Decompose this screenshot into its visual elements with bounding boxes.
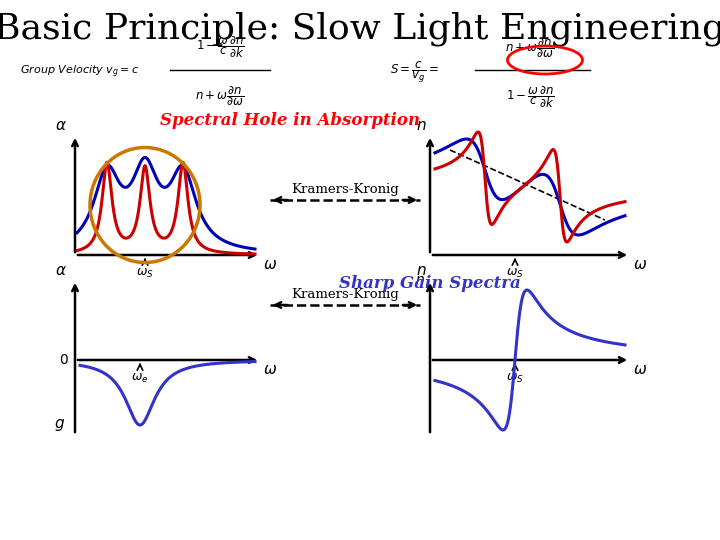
Text: $1-\dfrac{\omega}{c}\dfrac{\partial n}{\partial k}$: $1-\dfrac{\omega}{c}\dfrac{\partial n}{\… bbox=[505, 84, 554, 110]
Text: $n$: $n$ bbox=[416, 118, 427, 133]
Text: $\omega$: $\omega$ bbox=[263, 362, 277, 377]
Text: $\omega$: $\omega$ bbox=[633, 362, 647, 377]
Text: Sharp Gain Spectra: Sharp Gain Spectra bbox=[339, 275, 521, 292]
Text: Basic Principle: Slow Light Engineering: Basic Principle: Slow Light Engineering bbox=[0, 12, 720, 46]
Text: $0$: $0$ bbox=[59, 353, 69, 367]
Text: $n$: $n$ bbox=[415, 273, 425, 287]
Text: $\omega_S$: $\omega_S$ bbox=[136, 267, 154, 280]
Text: $S = \dfrac{c}{v_g} = $: $S = \dfrac{c}{v_g} = $ bbox=[390, 59, 438, 85]
Text: Kramers-Kronig: Kramers-Kronig bbox=[291, 288, 399, 301]
Text: Kramers-Kronig: Kramers-Kronig bbox=[291, 183, 399, 196]
Text: $g$: $g$ bbox=[54, 417, 65, 433]
Text: $\alpha$: $\alpha$ bbox=[55, 118, 67, 133]
Text: $\omega_S$: $\omega_S$ bbox=[506, 267, 524, 280]
Text: $\mathit{Group\ Velocity}\ v_g = c$: $\mathit{Group\ Velocity}\ v_g = c$ bbox=[20, 64, 139, 80]
Text: $\omega_S$: $\omega_S$ bbox=[506, 372, 524, 385]
Text: $\alpha$: $\alpha$ bbox=[55, 263, 67, 278]
Text: $n+\omega\dfrac{\partial n}{\partial \omega}$: $n+\omega\dfrac{\partial n}{\partial \om… bbox=[505, 36, 555, 60]
Text: $n+\omega\dfrac{\partial n}{\partial \omega}$: $n+\omega\dfrac{\partial n}{\partial \om… bbox=[195, 84, 245, 107]
Text: $\omega$: $\omega$ bbox=[263, 257, 277, 272]
Text: $n$: $n$ bbox=[416, 263, 427, 278]
Text: $\omega_e$: $\omega_e$ bbox=[131, 372, 149, 385]
Text: $1-\dfrac{\omega}{c}\dfrac{\partial n}{\partial k}$: $1-\dfrac{\omega}{c}\dfrac{\partial n}{\… bbox=[196, 35, 244, 60]
Text: $\omega$: $\omega$ bbox=[633, 257, 647, 272]
Text: Spectral Hole in Absorption: Spectral Hole in Absorption bbox=[160, 112, 420, 129]
